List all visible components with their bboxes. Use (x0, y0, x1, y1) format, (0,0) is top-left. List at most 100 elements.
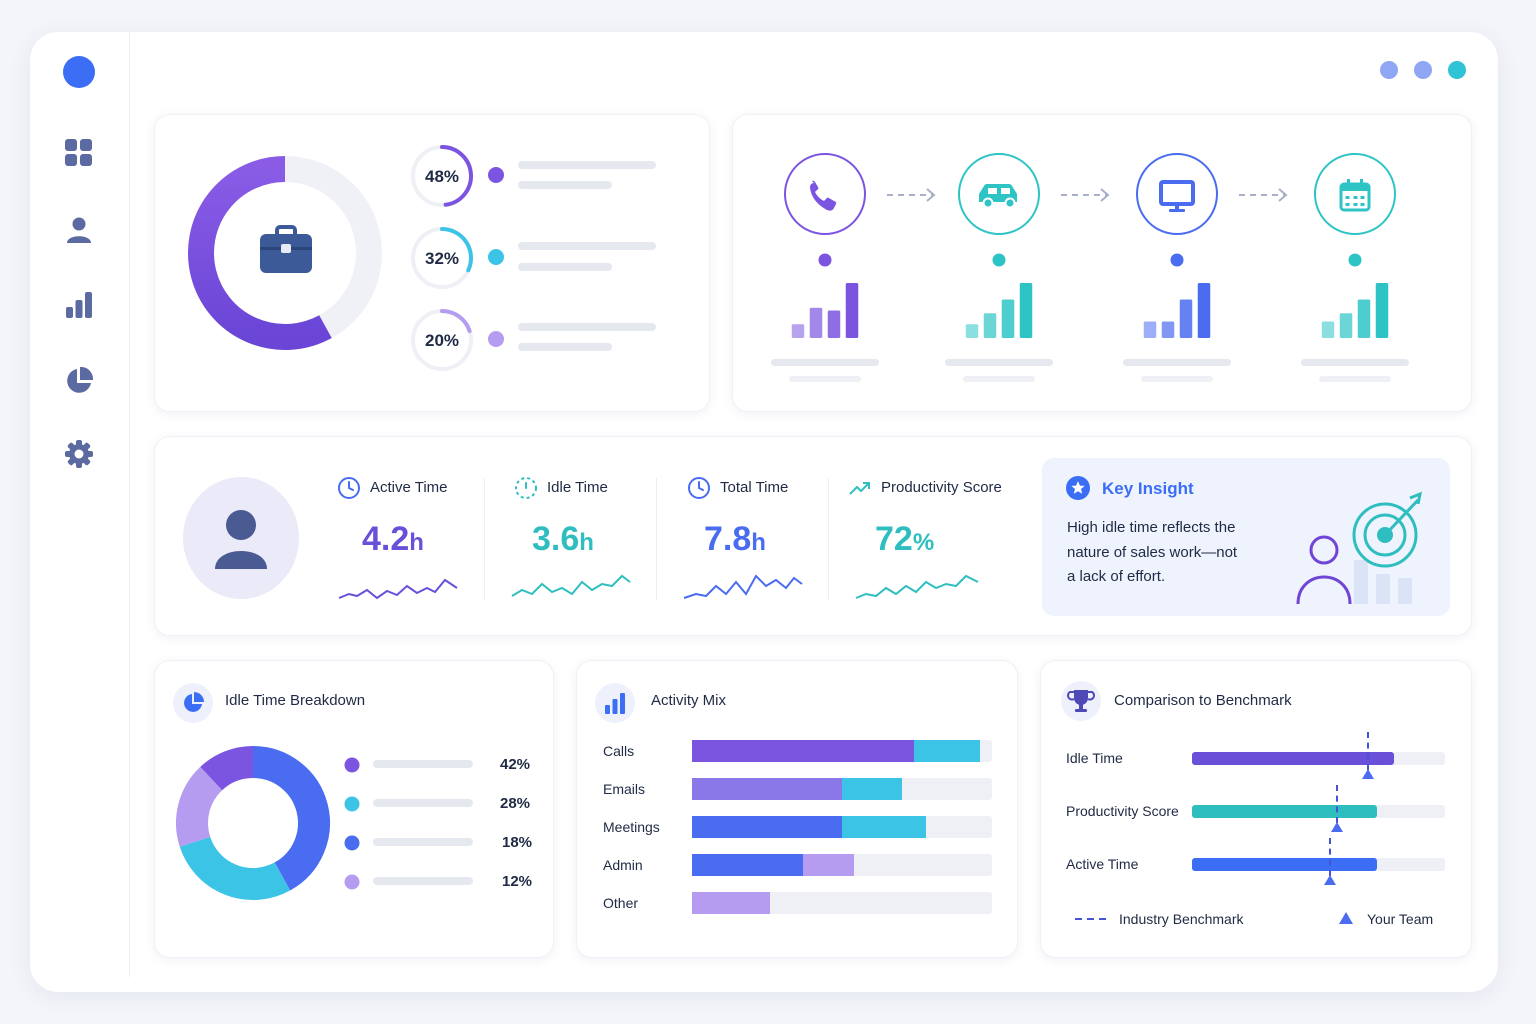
grid-icon[interactable] (64, 138, 94, 168)
benchmark-label: Active Time (1066, 856, 1139, 872)
kpi-label: Total Time (720, 479, 789, 496)
activity-track (692, 740, 992, 762)
step-dot (818, 253, 832, 267)
kpi-label: Active Time (370, 479, 448, 496)
step-bar (983, 313, 997, 338)
legend-benchmark-label: Industry Benchmark (1119, 911, 1244, 927)
step-circle[interactable] (1314, 153, 1396, 235)
kpi-value: 4.2h (362, 520, 424, 559)
legend-value: 12% (502, 873, 533, 890)
legend-dot (344, 874, 360, 890)
kpi-unit: h (409, 529, 424, 556)
activity-label: Calls (603, 743, 635, 759)
window-controls (1380, 61, 1466, 79)
step-bar (965, 324, 979, 338)
legend-value: 28% (500, 795, 531, 812)
insight-line: High idle time reflects the (1067, 519, 1236, 536)
activity-segment (692, 854, 803, 876)
sidebar (30, 32, 130, 977)
idle-breakdown-card: Idle Time Breakdown 42% 28% 18% 12% (154, 660, 554, 958)
ring-label: 32% (425, 249, 459, 268)
kpi-label: Productivity Score (881, 479, 1002, 496)
step-circle[interactable] (784, 153, 866, 235)
window-dot[interactable] (1380, 61, 1398, 79)
legend-dot (488, 167, 504, 183)
step-bar (1143, 321, 1157, 338)
activity-track (692, 854, 992, 876)
ring-progress (440, 309, 472, 334)
activity-segment (842, 816, 926, 838)
benchmark-track (1192, 838, 1445, 885)
user-icon (215, 510, 267, 569)
window-dot[interactable] (1414, 61, 1432, 79)
activity-label: Other (603, 895, 639, 911)
kpi-unit: h (579, 529, 594, 556)
workflow-card (732, 114, 1472, 412)
benchmark-track (1192, 732, 1445, 779)
kpi-number: 4.2 (362, 520, 410, 558)
benchmark-label: Productivity Score (1066, 803, 1179, 819)
team-marker (1361, 769, 1374, 779)
legend-dot (344, 835, 360, 851)
kpi-unit: h (751, 529, 766, 556)
user-icon[interactable] (64, 215, 94, 245)
step-bar (827, 310, 841, 338)
ring-label: 48% (425, 167, 459, 186)
activity-track (692, 816, 992, 838)
activity-label: Emails (603, 781, 646, 797)
step-bar (809, 307, 823, 338)
trend-up-icon (848, 478, 872, 498)
card-title: Idle Time Breakdown (225, 692, 366, 709)
benchmark-track (1192, 785, 1445, 832)
team-marker (1331, 822, 1344, 832)
overview-chart: 48% 32% 20% (188, 145, 504, 371)
app-logo[interactable] (63, 56, 95, 88)
step-bar (1001, 299, 1015, 338)
step-bar (845, 283, 859, 338)
step-bar (1375, 283, 1389, 338)
idle-donut-chart (176, 746, 360, 900)
activity-segment (842, 778, 902, 800)
bar-chart-icon[interactable] (64, 290, 94, 320)
target-illustration (1296, 491, 1423, 605)
overview-card: 48% 32% 20% (154, 114, 710, 412)
insight-title: Key Insight (1102, 479, 1194, 498)
sparkline (683, 574, 803, 599)
avatar (183, 477, 299, 599)
activity-track (692, 778, 992, 800)
step-bar (1161, 321, 1175, 338)
activity-segment (692, 892, 770, 914)
step-bar (791, 324, 805, 338)
activity-segment (914, 740, 980, 762)
team-bar (1192, 805, 1377, 818)
key-insight-panel: Key Insight High idle time reflects the … (1042, 458, 1450, 616)
team-legend-marker (1339, 912, 1353, 924)
briefcase-icon (258, 225, 314, 275)
clock-icon (337, 476, 361, 500)
step-bar (1197, 283, 1211, 338)
benchmark-card: Comparison to Benchmark Idle Time Product… (1040, 660, 1472, 958)
activity-mix-card: Activity Mix Calls Emails Meetings Admin Oth… (576, 660, 1018, 958)
kpi-value: 3.6h (532, 520, 594, 559)
team-marker (1323, 875, 1336, 885)
activity-segment (692, 778, 842, 800)
gear-icon[interactable] (64, 439, 94, 469)
star-badge-icon (1066, 476, 1090, 500)
activity-label: Admin (603, 857, 643, 873)
pie-chart-icon (173, 683, 213, 723)
dashed-clock-icon (514, 476, 538, 500)
trophy-icon (1061, 681, 1101, 721)
step-bar (1179, 299, 1193, 338)
benchmark-label: Idle Time (1066, 750, 1123, 766)
pie-chart-icon[interactable] (64, 366, 94, 396)
insight-line: a lack of effort. (1067, 568, 1166, 585)
team-bar (1192, 858, 1377, 871)
calendar-icon (1339, 179, 1371, 212)
window-dot[interactable] (1448, 61, 1466, 79)
benchmark-marker (1336, 785, 1339, 823)
step-circle[interactable] (1136, 153, 1218, 235)
kpi-number: 7.8 (704, 520, 752, 558)
sparkline (511, 574, 631, 597)
bar-chart-icon (595, 683, 635, 723)
ring-progress (440, 227, 473, 273)
